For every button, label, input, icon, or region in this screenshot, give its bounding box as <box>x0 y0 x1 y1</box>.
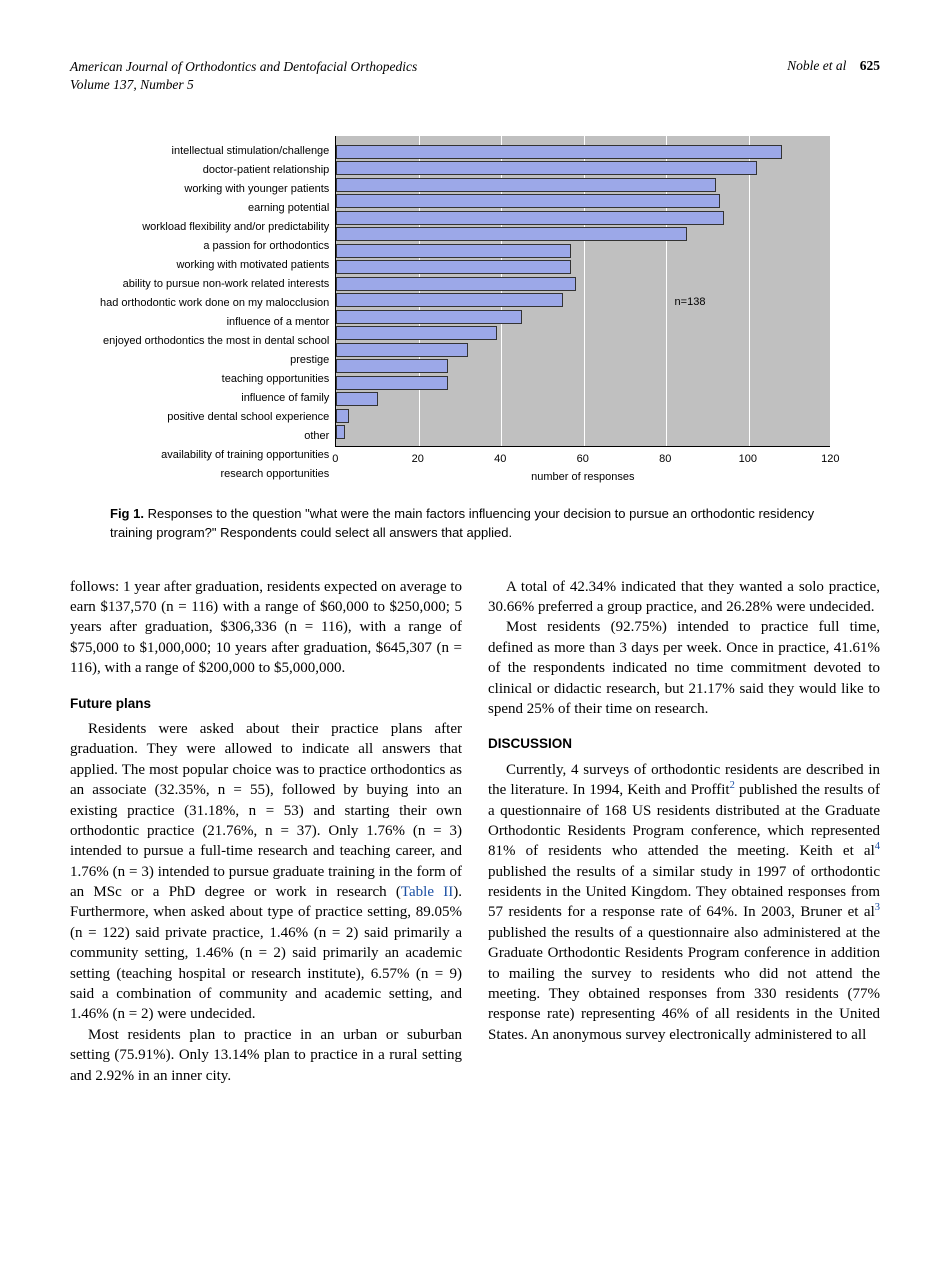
chart-category-label: working with motivated patients <box>100 256 335 275</box>
chart-bar <box>336 409 348 423</box>
chart-category-label: other <box>100 427 335 446</box>
chart-gridline <box>749 136 750 446</box>
table-link[interactable]: Table II <box>401 884 453 900</box>
chart-category-label: working with younger patients <box>100 180 335 199</box>
chart-annotation: n=138 <box>675 296 706 308</box>
right-column: A total of 42.34% indicated that they wa… <box>488 577 880 1086</box>
authors: Noble et al <box>787 58 846 73</box>
chart-bar <box>336 425 344 439</box>
para: Currently, 4 surveys of orthodontic resi… <box>488 760 880 1045</box>
citation[interactable]: 3 <box>875 902 880 913</box>
figure-caption: Fig 1. Responses to the question "what w… <box>110 505 840 543</box>
chart-x-tick: 100 <box>739 453 757 465</box>
chart-category-label: earning potential <box>100 199 335 218</box>
chart-category-label: teaching opportunities <box>100 370 335 389</box>
chart-bar <box>336 293 563 307</box>
chart-bar <box>336 343 468 357</box>
chart-bar <box>336 145 782 159</box>
chart-category-label: workload flexibility and/or predictabili… <box>100 218 335 237</box>
chart-bar <box>336 326 497 340</box>
chart-bar <box>336 376 447 390</box>
chart-bar <box>336 178 716 192</box>
chart-category-label: ability to pursue non-work related inter… <box>100 275 335 294</box>
chart-x-tick: 120 <box>821 453 839 465</box>
chart-x-tick: 40 <box>494 453 506 465</box>
page-number: 625 <box>860 58 880 73</box>
para: A total of 42.34% indicated that they wa… <box>488 577 880 618</box>
chart-category-label: influence of a mentor <box>100 313 335 332</box>
page-header: American Journal of Orthodontics and Den… <box>70 58 880 94</box>
chart-x-tick: 20 <box>412 453 424 465</box>
chart-bar <box>336 211 724 225</box>
journal-title: American Journal of Orthodontics and Den… <box>70 58 417 76</box>
header-left: American Journal of Orthodontics and Den… <box>70 58 417 94</box>
chart-category-label: a passion for orthodontics <box>100 237 335 256</box>
para: follows: 1 year after graduation, reside… <box>70 577 462 679</box>
bar-chart: intellectual stimulation/challengedoctor… <box>100 136 880 487</box>
citation[interactable]: 4 <box>875 841 880 852</box>
chart-bar <box>336 161 757 175</box>
chart-category-label: positive dental school experience <box>100 408 335 427</box>
chart-bar <box>336 260 571 274</box>
body-columns: follows: 1 year after graduation, reside… <box>70 577 880 1086</box>
volume-info: Volume 137, Number 5 <box>70 76 417 94</box>
chart-x-tick: 80 <box>659 453 671 465</box>
header-right: Noble et al 625 <box>787 58 880 94</box>
chart-x-axis: number of responses 020406080100120 <box>335 447 830 487</box>
chart-x-tick: 0 <box>332 453 338 465</box>
section-heading: DISCUSSION <box>488 735 880 753</box>
chart-category-label: influence of family <box>100 389 335 408</box>
chart-plot-col: n=138 number of responses 02040608010012… <box>335 136 830 487</box>
figure-1: intellectual stimulation/challengedoctor… <box>100 136 880 487</box>
chart-bar <box>336 194 720 208</box>
chart-category-label: research opportunities <box>100 465 335 484</box>
chart-bar <box>336 227 687 241</box>
chart-bar <box>336 277 575 291</box>
chart-category-label: availability of training opportunities <box>100 446 335 465</box>
para: Most residents (92.75%) intended to prac… <box>488 617 880 719</box>
para: Residents were asked about their practic… <box>70 719 462 1025</box>
para: Most residents plan to practice in an ur… <box>70 1025 462 1086</box>
chart-x-label: number of responses <box>531 471 634 483</box>
chart-category-label: doctor-patient relationship <box>100 161 335 180</box>
section-heading: Future plans <box>70 695 462 713</box>
chart-category-label: intellectual stimulation/challenge <box>100 142 335 161</box>
chart-plot-area: n=138 <box>335 136 830 447</box>
left-column: follows: 1 year after graduation, reside… <box>70 577 462 1086</box>
chart-bar <box>336 310 522 324</box>
chart-bar <box>336 244 571 258</box>
figure-label: Fig 1. <box>110 506 144 521</box>
chart-x-tick: 60 <box>577 453 589 465</box>
chart-category-label: had orthodontic work done on my malocclu… <box>100 294 335 313</box>
chart-bar <box>336 359 447 373</box>
chart-y-labels: intellectual stimulation/challengedoctor… <box>100 136 335 487</box>
chart-gridline <box>831 136 832 446</box>
chart-category-label: prestige <box>100 351 335 370</box>
figure-caption-text: Responses to the question "what were the… <box>110 506 814 540</box>
chart-bar <box>336 392 377 406</box>
chart-category-label: enjoyed orthodontics the most in dental … <box>100 332 335 351</box>
